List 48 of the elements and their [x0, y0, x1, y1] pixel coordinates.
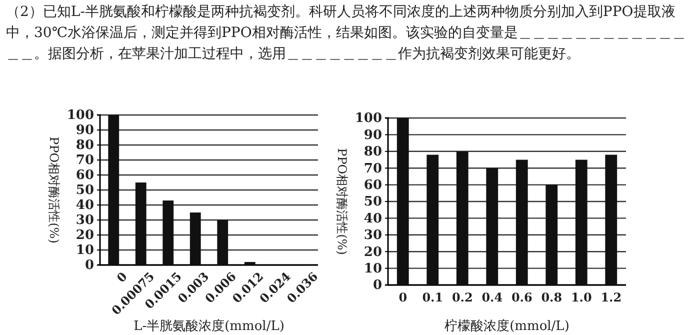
bar — [516, 160, 528, 285]
y-axis-title: PPO相对酶活性(%) — [47, 136, 61, 244]
y-tick-label: 90 — [364, 128, 382, 143]
bar — [456, 151, 468, 285]
y-tick-label: 30 — [76, 213, 94, 228]
y-tick-label: 30 — [364, 228, 382, 244]
y-tick-label: 20 — [76, 228, 94, 244]
bar — [546, 184, 558, 285]
y-tick-label: 100 — [354, 111, 382, 126]
bar — [190, 212, 201, 265]
bar — [217, 220, 228, 265]
y-tick-label: 100 — [66, 108, 94, 124]
bar — [426, 154, 439, 285]
x-tick-label: 1.0 — [570, 290, 592, 305]
y-tick-label: 50 — [76, 183, 94, 198]
y-tick-label: 40 — [76, 198, 94, 214]
bar — [486, 168, 498, 285]
bar — [135, 182, 146, 265]
bar — [162, 200, 174, 265]
x-tick-label: 1.2 — [600, 290, 622, 305]
y-axis-title: PPO相对酶活性(%) — [335, 148, 349, 255]
x-tick-label: 0.4 — [482, 290, 503, 305]
bar — [108, 115, 120, 265]
x-axis-title: L-半胱氨酸浓度(mmol/L) — [134, 318, 284, 334]
y-tick-label: 0 — [84, 258, 94, 274]
y-tick-label: 80 — [76, 138, 94, 154]
y-tick-label: 70 — [76, 153, 94, 168]
x-tick-label: 0.1 — [422, 290, 444, 305]
bar — [575, 160, 588, 285]
text: （2）已知L-半胱氨酸和柠檬酸是两种抗褐变剂。科研人员将不同浓度的上述两种物质分别加入到PPO提取液中，30℃水浴保温后，测定并得到PPO相对酶活性，结果如图。该实验的自变量是＿＿＿＿＿＿＿＿＿＿＿＿＿＿。据图分析，在苹果汁加工过程中，选用＿＿＿＿＿＿＿＿作为抗褐变剂效果可能更好。 — [6, 3, 687, 64]
bar — [396, 118, 409, 285]
x-tick-label: 0.6 — [511, 290, 532, 305]
y-tick-label: 70 — [364, 161, 382, 176]
y-tick-label: 90 — [76, 123, 94, 138]
y-tick-label: 60 — [364, 178, 382, 193]
x-tick-label: 0.2 — [452, 290, 473, 305]
y-tick-label: 60 — [76, 168, 94, 184]
x-axis-title: 柠檬酸浓度(mmol/L) — [444, 318, 570, 334]
bar — [244, 262, 256, 265]
x-tick-label: 0.8 — [541, 290, 562, 305]
y-tick-label: 50 — [364, 194, 382, 210]
y-tick-label: 80 — [364, 144, 382, 160]
y-tick-label: 10 — [76, 243, 94, 258]
x-tick-label: 0 — [398, 290, 408, 305]
y-tick-label: 10 — [364, 261, 382, 276]
y-tick-label: 20 — [364, 244, 382, 260]
bar — [605, 154, 618, 285]
y-tick-label: 40 — [364, 211, 382, 226]
